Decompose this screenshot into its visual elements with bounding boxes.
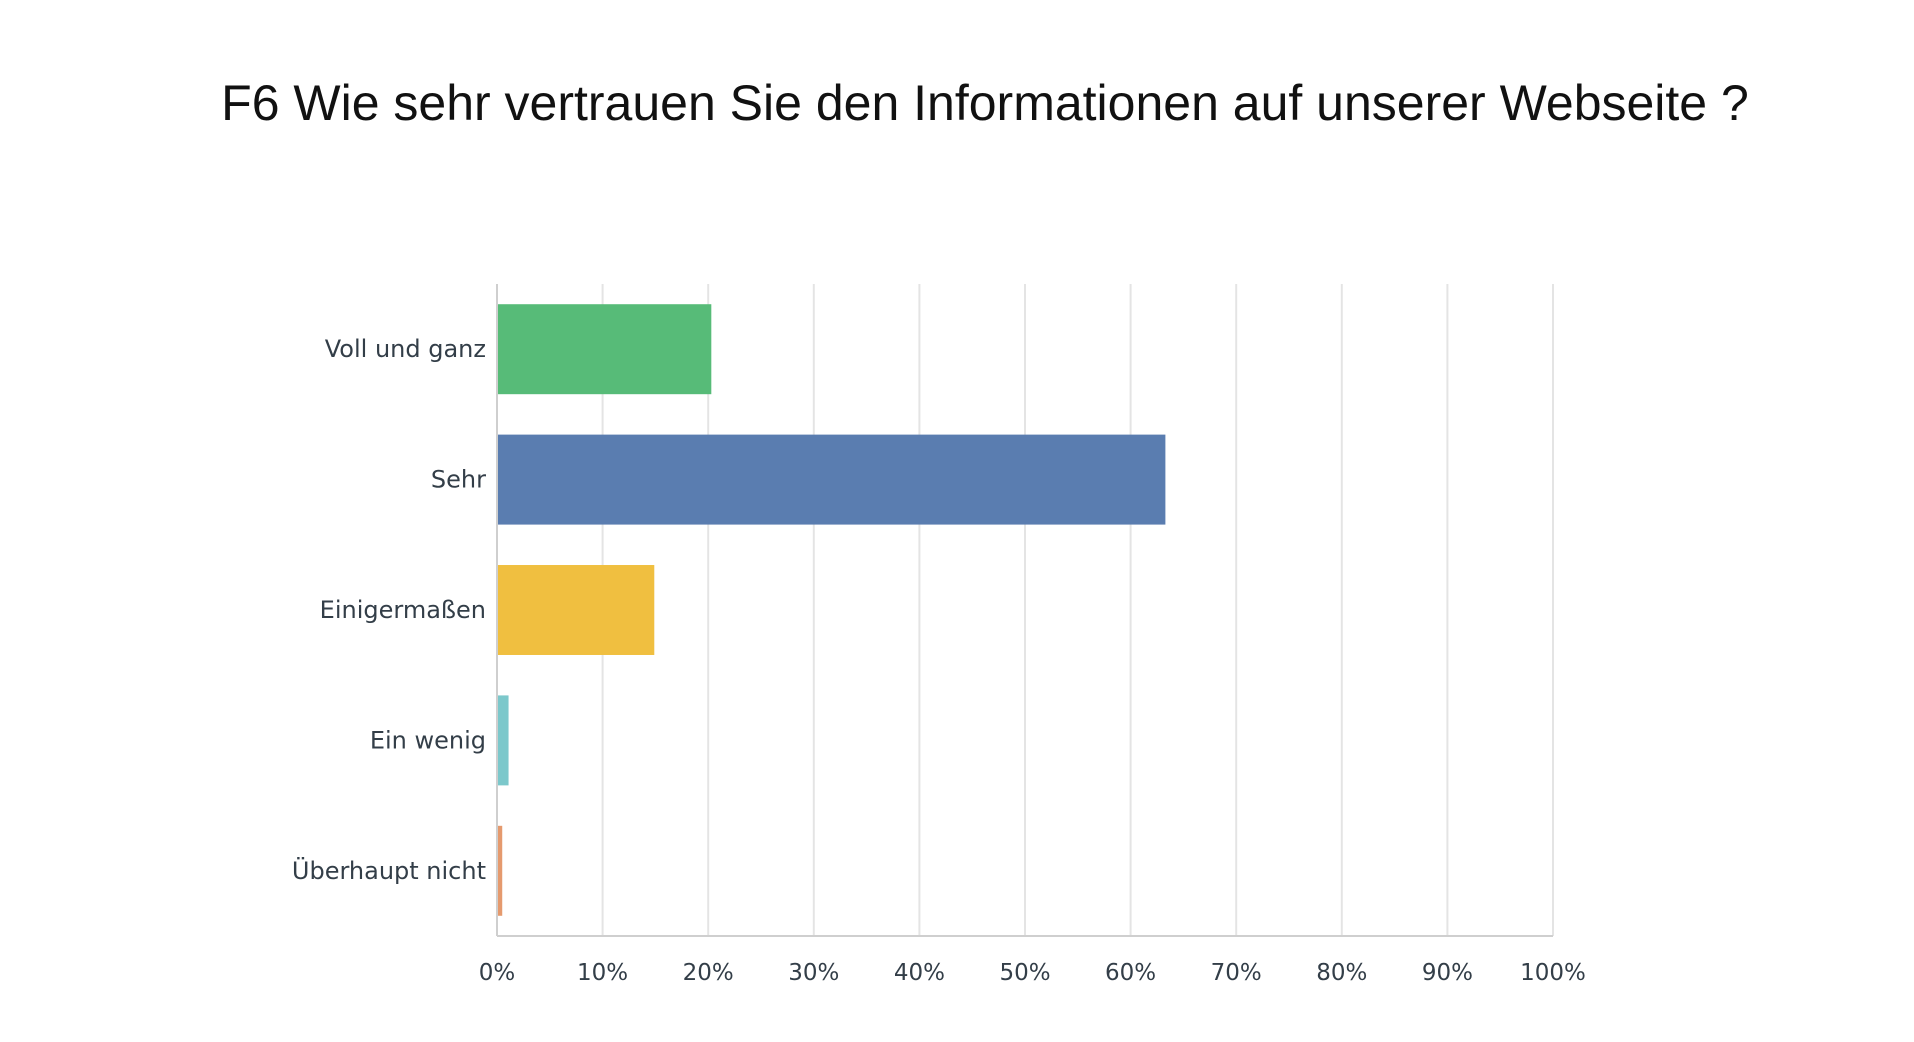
bar xyxy=(498,304,712,395)
bar xyxy=(498,825,503,916)
gridlines xyxy=(601,284,1554,936)
category-label: Überhaupt nicht xyxy=(292,856,486,885)
category-label: Einigermaßen xyxy=(320,596,486,624)
x-tick-label: 90% xyxy=(1422,960,1473,986)
bar xyxy=(498,565,655,655)
x-tick-label: 80% xyxy=(1316,960,1367,986)
bars xyxy=(498,304,1166,916)
x-tick-label: 40% xyxy=(894,960,945,986)
x-tick-label: 50% xyxy=(999,960,1050,986)
x-tick-label: 70% xyxy=(1211,960,1262,986)
x-tick-label: 100% xyxy=(1520,960,1586,986)
axes xyxy=(496,284,1553,937)
bar xyxy=(498,434,1166,525)
category-labels: Voll und ganz Sehr Einigermaßen Ein wenig Üb… xyxy=(292,335,486,885)
chart-title: F6 Wie sehr vertrauen Sie den Informatio… xyxy=(221,75,1749,131)
x-tick-label: 60% xyxy=(1105,960,1156,986)
x-tick-label: 0% xyxy=(479,960,516,986)
x-tick-label: 10% xyxy=(577,960,628,986)
category-label: Voll und ganz xyxy=(325,335,486,363)
x-tick-labels: 0% 10% 20% 30% 40% 50% 60% 70% 80% 90% 100% xyxy=(479,960,1586,986)
category-label: Sehr xyxy=(431,466,486,494)
x-tick-label: 30% xyxy=(788,960,839,986)
x-tick-label: 20% xyxy=(683,960,734,986)
category-label: Ein wenig xyxy=(370,726,486,754)
bar xyxy=(498,695,509,786)
